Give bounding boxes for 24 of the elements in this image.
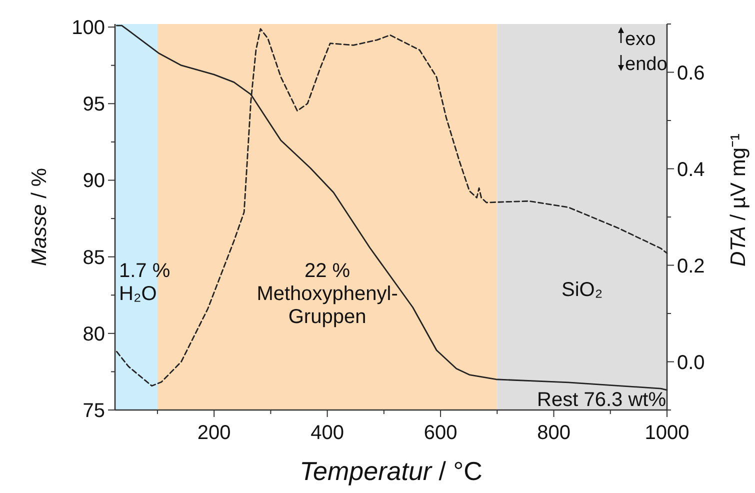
x-axis-title: Temperatur / °C [300,456,482,486]
x-tick-label: 400 [310,422,344,444]
y2-tick-label: 0.4 [677,158,705,181]
y-tick-label: 75 [82,400,105,422]
y-axis-title: Masse / % [28,168,51,266]
y2-tick-label: 0.2 [677,255,705,278]
band-label: SiO₂ [562,279,603,301]
x-tick-label: 600 [424,422,458,444]
band-label: 1.7 % H₂O [119,260,170,305]
y2-tick-label: 0.6 [677,62,705,84]
y-tick-label: 95 [82,94,105,116]
y-tick-label: 80 [82,323,105,346]
y-tick-label: 90 [82,170,105,192]
annotation: Rest 76.3 wt% [537,389,666,411]
band-label: 22 % Methoxyphenyl- Gruppen [256,260,398,328]
x-tick-label: 200 [197,422,231,444]
annotation: endo [625,54,668,75]
y-tick-label: 100 [72,17,105,40]
x-tick-label: 1000 [644,422,690,444]
y2-axis-title: DTA / µV mg⁻¹ [727,133,750,267]
annotation: exo [625,29,656,50]
y-tick-label: 85 [82,246,105,269]
y2-tick-label: 0.0 [677,352,705,374]
x-tick-label: 800 [537,422,570,444]
